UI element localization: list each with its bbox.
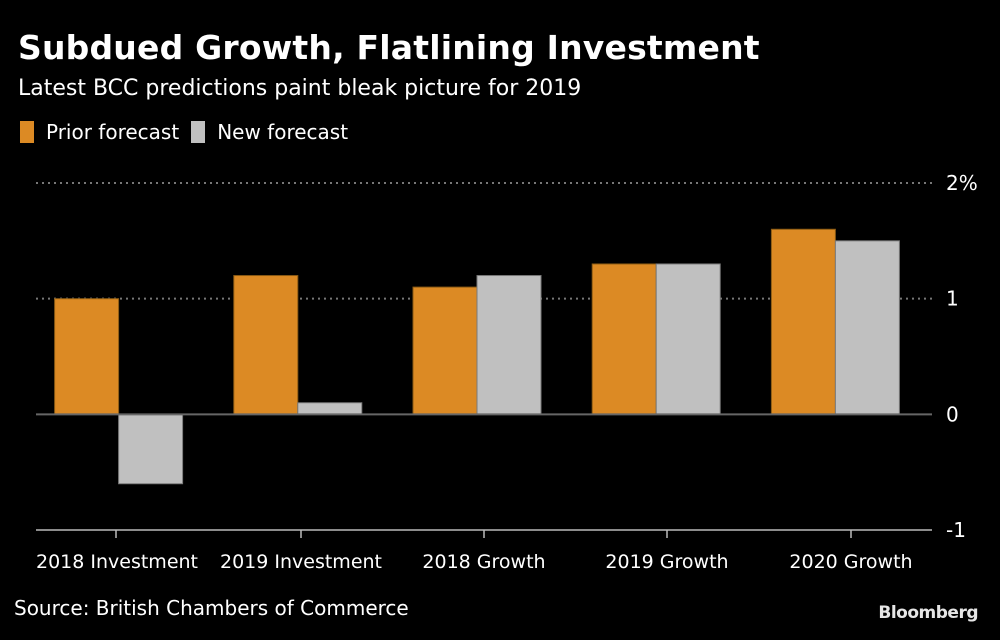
bar-prior-forecast [770,228,836,415]
x-tick-label: 2019 Investment [220,551,382,573]
chart-subtitle: Latest BCC predictions paint bleak pictu… [18,76,582,101]
x-tick-label: 2018 Growth [422,551,545,573]
y-tick-label: 2% [946,171,978,195]
bloomberg-logo: Bloomberg [878,603,978,623]
legend-label-new: New forecast [217,120,349,144]
bar-new-forecast [297,402,363,415]
legend-swatch-new [191,121,206,143]
bar-new-forecast [476,275,542,415]
y-tick-label: -1 [946,518,966,542]
y-tick-label: 0 [946,402,959,426]
source-note: Source: British Chambers of Commerce [14,596,409,620]
legend: Prior forecast New forecast [20,120,360,144]
bar-prior-forecast [412,286,478,415]
bar-prior-forecast [233,275,299,415]
legend-item-prior: Prior forecast [20,120,179,144]
legend-item-new: New forecast [191,120,348,144]
bar-prior-forecast [591,263,657,415]
bar-new-forecast [655,263,721,415]
bar-new-forecast [118,413,184,485]
legend-label-prior: Prior forecast [46,120,180,144]
chart-title: Subdued Growth, Flatlining Investment [18,28,760,67]
bar-prior-forecast [54,298,120,415]
x-tick-label: 2020 Growth [789,551,912,573]
bar-new-forecast [834,240,900,415]
x-tick-label: 2018 Investment [36,551,198,573]
x-tick-label: 2019 Growth [605,551,728,573]
y-tick-label: 1 [946,287,959,311]
legend-swatch-prior [20,121,34,143]
